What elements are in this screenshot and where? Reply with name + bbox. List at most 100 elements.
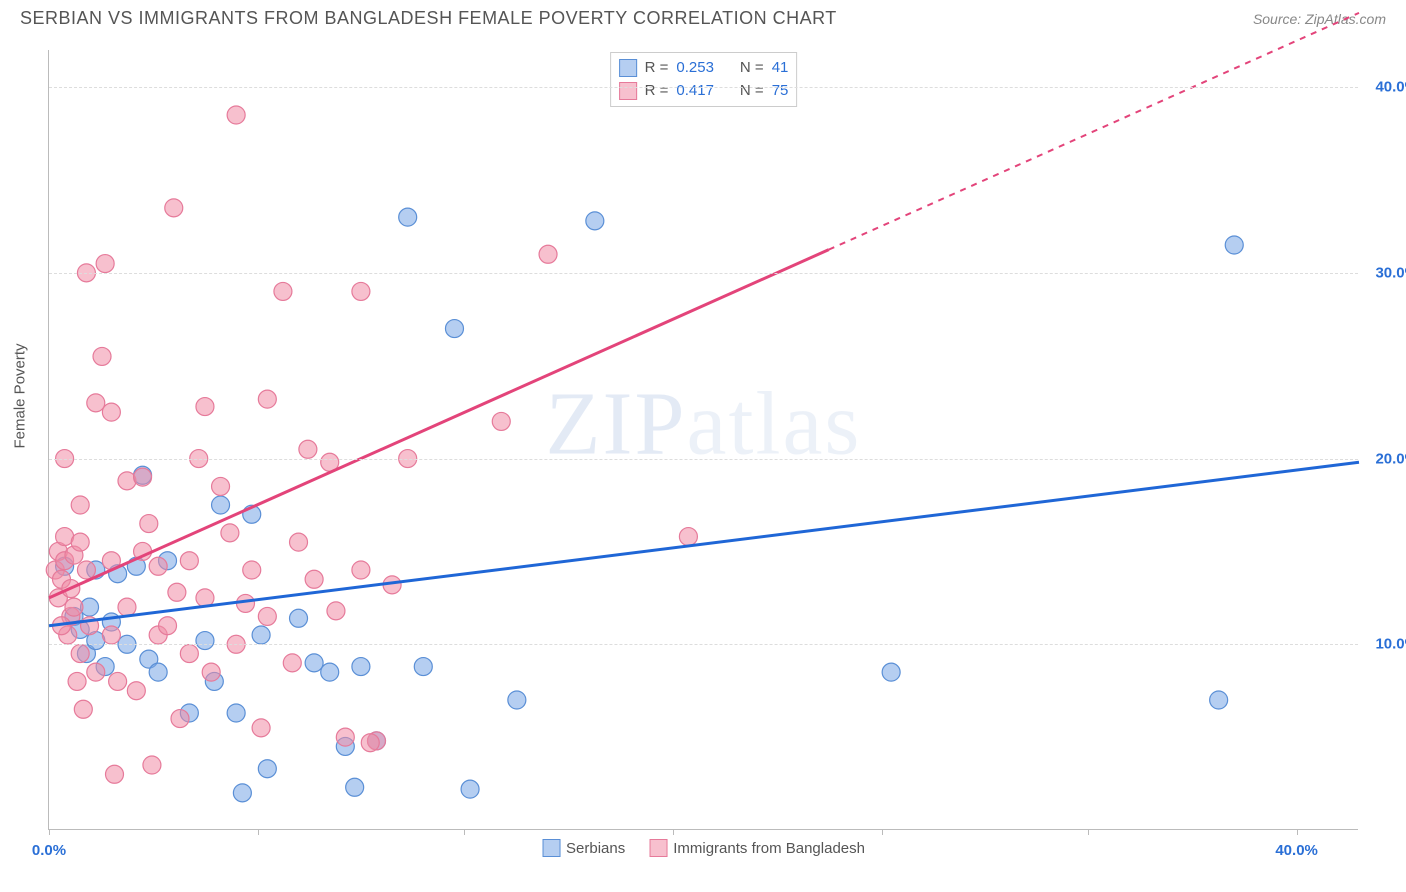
chart-header: SERBIAN VS IMMIGRANTS FROM BANGLADESH FE… [0, 0, 1406, 33]
data-point [196, 398, 214, 416]
legend-series-label: Immigrants from Bangladesh [673, 840, 865, 857]
data-point [140, 515, 158, 533]
legend-series-item: Serbians [542, 839, 625, 857]
legend-swatch [619, 82, 637, 100]
x-tick [882, 829, 883, 835]
x-tick [1088, 829, 1089, 835]
data-point [305, 570, 323, 588]
data-point [106, 765, 124, 783]
data-point [77, 561, 95, 579]
data-point [243, 561, 261, 579]
data-point [290, 609, 308, 627]
data-point [399, 208, 417, 226]
data-point [258, 607, 276, 625]
data-point [1210, 691, 1228, 709]
data-point [180, 552, 198, 570]
data-point [71, 496, 89, 514]
data-point [305, 654, 323, 672]
r-value: 0.417 [676, 80, 714, 103]
gridline [49, 644, 1358, 645]
data-point [227, 704, 245, 722]
data-point [102, 403, 120, 421]
legend-series-label: Serbians [566, 840, 625, 857]
data-point [227, 106, 245, 124]
data-point [87, 663, 105, 681]
data-point [414, 658, 432, 676]
legend-series-item: Immigrants from Bangladesh [649, 839, 865, 857]
gridline [49, 87, 1358, 88]
legend-stats-box: R =0.253N =41R =0.417N =75 [610, 52, 798, 107]
regression-line [49, 250, 829, 598]
source-attribution: Source: ZipAtlas.com [1253, 11, 1386, 27]
y-tick-label: 30.0% [1375, 264, 1406, 281]
data-point [445, 320, 463, 338]
data-point [586, 212, 604, 230]
data-point [87, 394, 105, 412]
data-point [352, 282, 370, 300]
r-value: 0.253 [676, 57, 714, 80]
data-point [71, 533, 89, 551]
data-point [102, 626, 120, 644]
data-point [327, 602, 345, 620]
data-point [233, 784, 251, 802]
data-point [127, 682, 145, 700]
data-point [321, 663, 339, 681]
y-tick-label: 20.0% [1375, 450, 1406, 467]
source-prefix: Source: [1253, 11, 1305, 27]
x-tick [464, 829, 465, 835]
n-label: N = [740, 80, 764, 103]
x-tick-label: 40.0% [1275, 842, 1318, 859]
data-point [290, 533, 308, 551]
legend-swatch [619, 59, 637, 77]
data-point [361, 734, 379, 752]
data-point [68, 672, 86, 690]
data-point [252, 626, 270, 644]
legend-stat-row: R =0.253N =41 [619, 57, 789, 80]
data-point [539, 245, 557, 263]
y-axis-title: Female Poverty [12, 343, 29, 448]
x-tick-label: 0.0% [32, 842, 66, 859]
gridline [49, 459, 1358, 460]
data-point [118, 598, 136, 616]
legend-series: Serbians Immigrants from Bangladesh [542, 839, 865, 857]
x-tick [49, 829, 50, 835]
x-tick [258, 829, 259, 835]
y-tick-label: 10.0% [1375, 636, 1406, 653]
data-point [202, 663, 220, 681]
data-point [165, 199, 183, 217]
chart-title: SERBIAN VS IMMIGRANTS FROM BANGLADESH FE… [20, 8, 837, 29]
data-point [149, 557, 167, 575]
data-point [168, 583, 186, 601]
regression-line-dashed [829, 13, 1359, 250]
data-point [258, 390, 276, 408]
data-point [252, 719, 270, 737]
data-point [274, 282, 292, 300]
data-point [1225, 236, 1243, 254]
data-point [143, 756, 161, 774]
data-point [352, 658, 370, 676]
data-point [882, 663, 900, 681]
data-point [679, 528, 697, 546]
data-point [196, 632, 214, 650]
data-point [65, 598, 83, 616]
gridline [49, 273, 1358, 274]
data-point [346, 778, 364, 796]
data-point [221, 524, 239, 542]
x-tick [1297, 829, 1298, 835]
legend-swatch [649, 839, 667, 857]
data-point [93, 347, 111, 365]
data-point [109, 672, 127, 690]
data-point [508, 691, 526, 709]
scatter-svg [49, 50, 1358, 829]
data-point [258, 760, 276, 778]
data-point [74, 700, 92, 718]
data-point [134, 468, 152, 486]
y-tick-label: 40.0% [1375, 79, 1406, 96]
legend-stat-row: R =0.417N =75 [619, 80, 789, 103]
data-point [492, 412, 510, 430]
data-point [180, 645, 198, 663]
n-value: 75 [772, 80, 789, 103]
data-point [283, 654, 301, 672]
r-label: R = [645, 57, 669, 80]
data-point [71, 645, 89, 663]
